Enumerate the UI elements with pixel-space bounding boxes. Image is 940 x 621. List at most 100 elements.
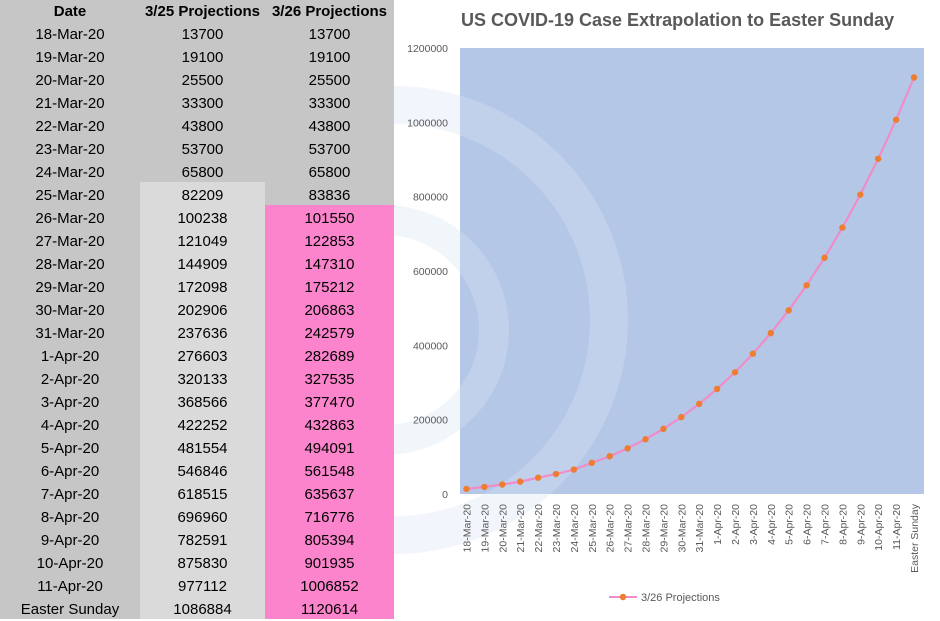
table-cell: 422252 — [177, 417, 228, 434]
x-tick-label: 19-Mar-20 — [479, 504, 491, 553]
x-tick-label: 4-Apr-20 — [766, 504, 778, 545]
x-tick-label: 25-Mar-20 — [587, 504, 599, 553]
data-point — [785, 307, 792, 314]
table-cell: 901935 — [304, 555, 355, 572]
table-cell: 83836 — [308, 187, 351, 204]
x-tick-label: 31-Mar-20 — [694, 504, 706, 553]
data-point — [892, 116, 900, 123]
x-tick-label: Easter Sunday — [909, 503, 921, 573]
table-cell: 2-Apr-20 — [40, 371, 100, 388]
y-tick-label: 0 — [442, 489, 448, 501]
data-point — [517, 478, 524, 485]
table-cell: 175212 — [304, 279, 355, 296]
table-cell: 25500 — [181, 72, 224, 89]
x-tick-label: 29-Mar-20 — [658, 504, 670, 553]
line-chart: US COVID-19 Case Extrapolation to Easter… — [394, 10, 924, 604]
table-cell: 29-Mar-20 — [35, 279, 105, 296]
data-point — [552, 470, 560, 478]
table-cell: 172098 — [177, 279, 228, 296]
table-cell: 26-Mar-20 — [35, 210, 105, 227]
x-tick-label: 2-Apr-20 — [730, 504, 742, 545]
table-cell: 320133 — [177, 371, 228, 388]
table-cell: 4-Apr-20 — [40, 417, 100, 434]
data-point — [678, 413, 685, 421]
data-point — [534, 474, 542, 481]
table-cell: 31-Mar-20 — [35, 325, 105, 342]
table-cell: 11-Apr-20 — [37, 578, 103, 595]
x-tick-label: 27-Mar-20 — [623, 504, 635, 553]
x-tick-label: 10-Apr-20 — [873, 504, 885, 551]
table-cell: 25500 — [308, 72, 351, 89]
table-cell: 43800 — [181, 118, 224, 135]
data-point — [588, 459, 595, 467]
data-point — [767, 329, 774, 337]
data-point — [731, 369, 739, 376]
col-325-highlight — [140, 182, 265, 619]
table-cell: 122853 — [304, 233, 355, 250]
y-tick-label: 1200000 — [407, 43, 448, 55]
x-tick-label: 23-Mar-20 — [551, 504, 563, 553]
projection-table: Date 3/25 Projections 3/26 Projections 18-M… — [0, 0, 394, 619]
table-cell: 101550 — [304, 210, 355, 227]
x-tick-label: 24-Mar-20 — [569, 504, 581, 553]
table-cell: 20-Mar-20 — [35, 72, 105, 89]
x-tick-label: 20-Mar-20 — [497, 504, 509, 553]
data-point — [749, 350, 757, 357]
table-cell: 8-Apr-20 — [40, 509, 100, 526]
table-cell: 546846 — [177, 463, 228, 480]
table-cell: 202906 — [177, 302, 228, 319]
x-tick-label: 1-Apr-20 — [712, 504, 724, 545]
table-cell: 82209 — [181, 187, 224, 204]
table-cell: 18-Mar-20 — [35, 26, 105, 43]
table-cell: 13700 — [308, 26, 351, 43]
data-point — [570, 466, 578, 473]
table-cell: 33300 — [181, 95, 224, 112]
y-tick-label: 200000 — [413, 415, 448, 427]
data-point — [803, 282, 810, 289]
table-header-0: Date — [53, 3, 87, 20]
table-cell: 3-Apr-20 — [40, 394, 100, 411]
table-cell: 618515 — [177, 486, 228, 503]
table-cell: 875830 — [177, 555, 228, 572]
chart-title: US COVID-19 Case Extrapolation to Easter… — [461, 10, 894, 30]
table-cell: 19100 — [308, 49, 351, 66]
x-tick-label: 22-Mar-20 — [533, 504, 545, 553]
table-cell: 977112 — [178, 578, 227, 595]
table-cell: 282689 — [304, 348, 355, 365]
table-cell: 206863 — [304, 302, 355, 319]
y-tick-label: 400000 — [413, 340, 448, 352]
data-point — [606, 453, 613, 460]
x-tick-label: 30-Mar-20 — [676, 504, 688, 553]
x-tick-label: 3-Apr-20 — [748, 504, 760, 545]
table-cell: 635637 — [304, 486, 355, 503]
table-cell: 716776 — [304, 509, 355, 526]
x-tick-label: 18-Mar-20 — [462, 504, 474, 553]
y-tick-label: 1000000 — [407, 117, 448, 129]
table-cell: 242579 — [304, 325, 355, 342]
table-cell: Easter Sunday — [20, 601, 120, 618]
table-cell: 9-Apr-20 — [40, 532, 100, 549]
data-point — [910, 74, 918, 81]
y-tick-label: 800000 — [413, 192, 448, 204]
data-point — [624, 445, 631, 452]
watermark-ring-inner — [394, 205, 509, 455]
table-cell: 494091 — [304, 440, 355, 457]
table-cell: 377470 — [304, 394, 355, 411]
table-cell: 121049 — [177, 233, 228, 250]
table-cell: 65800 — [181, 164, 224, 181]
x-tick-label: 9-Apr-20 — [855, 504, 867, 545]
x-tick-label: 26-Mar-20 — [605, 504, 617, 553]
y-tick-label: 600000 — [413, 266, 448, 278]
table-cell: 33300 — [308, 95, 351, 112]
table-cell: 21-Mar-20 — [35, 95, 105, 112]
table-cell: 10-Apr-20 — [36, 555, 104, 572]
x-tick-label: 11-Apr-20 — [891, 504, 903, 550]
table-cell: 1120614 — [300, 601, 359, 618]
table-cell: 28-Mar-20 — [35, 256, 105, 273]
table-cell: 368566 — [177, 394, 228, 411]
table-cell: 65800 — [308, 164, 351, 181]
table-header-2: 3/26 Projections — [271, 3, 388, 20]
x-tick-label: 5-Apr-20 — [784, 504, 796, 545]
data-point — [660, 425, 667, 433]
table-cell: 696960 — [177, 509, 228, 526]
